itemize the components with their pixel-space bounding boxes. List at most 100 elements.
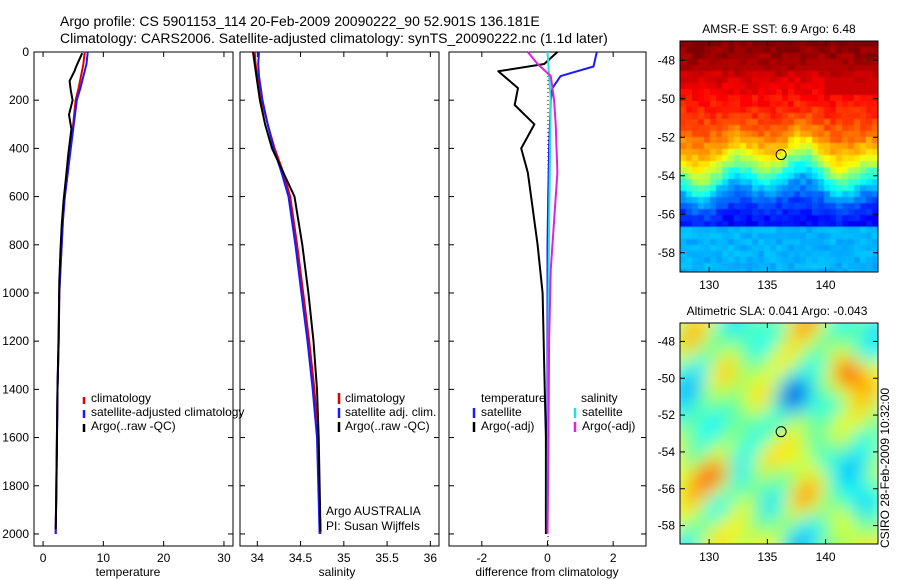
heatmap-cell: [752, 95, 759, 102]
heatmap-cell: [704, 101, 711, 108]
heatmap-cell: [752, 386, 762, 396]
heatmap-cell: [746, 101, 753, 108]
heatmap-cell: [710, 239, 717, 246]
heatmap-cell: [746, 131, 753, 138]
heatmap-cell: [824, 359, 834, 369]
heatmap-cell: [782, 191, 789, 198]
heatmap-cell: [788, 185, 795, 192]
heatmap-cell: [860, 101, 867, 108]
heatmap-cell: [776, 227, 783, 234]
heatmap-cell: [818, 233, 825, 240]
heatmap-cell: [674, 275, 681, 282]
x-tick-label: 36: [424, 551, 438, 565]
heatmap-cell: [776, 101, 783, 108]
heatmap-cell: [782, 185, 789, 192]
heatmap-cell: [830, 83, 837, 90]
heatmap-cell: [758, 71, 765, 78]
heatmap-cell: [800, 209, 807, 216]
heatmap-cell: [707, 377, 717, 387]
heatmap-cell: [800, 71, 807, 78]
heatmap-cell: [707, 350, 717, 360]
heatmap-cell: [800, 131, 807, 138]
heatmap-cell: [725, 395, 735, 405]
heatmap-cell: [770, 137, 777, 144]
heatmap-cell: [824, 467, 834, 477]
heatmap-cell: [848, 173, 855, 180]
heatmap-cell: [812, 83, 819, 90]
heatmap-cell: [806, 173, 813, 180]
heatmap-cell: [824, 386, 834, 396]
heatmap-cell: [764, 263, 771, 270]
heatmap-cell: [734, 350, 744, 360]
heatmap-cell: [770, 539, 780, 544]
heatmap-cell: [725, 422, 735, 432]
heatmap-cell: [878, 350, 888, 360]
heatmap-cell: [824, 263, 831, 270]
heatmap-cell: [776, 125, 783, 132]
heatmap-cell: [806, 377, 816, 387]
heatmap-cell: [878, 173, 885, 180]
heatmap-cell: [854, 251, 861, 258]
series-line-satellite-adjusted-climatology: [54, 51, 89, 535]
x-tick-label: 34: [251, 551, 265, 565]
heatmap-cell: [797, 350, 807, 360]
heatmap-cell: [851, 332, 861, 342]
heatmap-cell: [716, 215, 723, 222]
heatmap-cell: [740, 191, 747, 198]
heatmap-cell: [797, 323, 807, 333]
heatmap-cell: [716, 131, 723, 138]
heatmap-cell: [734, 185, 741, 192]
heatmap-cell: [686, 89, 693, 96]
depth-tick-label: 200: [9, 93, 29, 107]
heatmap-cell: [716, 494, 726, 504]
heatmap-cell: [698, 377, 708, 387]
heatmap-cell: [680, 503, 690, 513]
heatmap-cell: [806, 251, 813, 258]
heatmap-cell: [782, 89, 789, 96]
x-tick-label: 130: [699, 278, 719, 292]
heatmap-cell: [836, 269, 843, 272]
heatmap-cell: [734, 548, 744, 558]
heatmap-cell: [854, 83, 861, 90]
heatmap-cell: [842, 350, 852, 360]
heatmap-cell: [680, 530, 690, 540]
heatmap-cell: [854, 179, 861, 186]
heatmap-cell: [752, 83, 759, 90]
heatmap-cell: [812, 209, 819, 216]
heatmap-cell: [752, 377, 762, 387]
heatmap-cell: [824, 431, 834, 441]
heatmap-cell: [734, 485, 744, 495]
heatmap-cell: [833, 404, 843, 414]
heatmap-cell: [854, 263, 861, 270]
heatmap-cell: [812, 203, 819, 210]
heatmap-cell: [830, 95, 837, 102]
heatmap-cell: [824, 239, 831, 246]
heatmap-cell: [770, 149, 777, 156]
heatmap-cell: [830, 239, 837, 246]
heatmap-cell: [734, 221, 741, 228]
heatmap-cell: [686, 137, 693, 144]
heatmap-cell: [752, 233, 759, 240]
heatmap-cell: [716, 167, 723, 174]
heatmap-cell: [722, 149, 729, 156]
heatmap-cell: [878, 143, 885, 150]
heatmap-cell: [869, 413, 878, 423]
heatmap-cell: [752, 521, 762, 531]
heatmap-cell: [869, 323, 878, 324]
heatmap-cell: [761, 512, 771, 522]
heatmap-cell: [752, 41, 759, 48]
heatmap-cell: [725, 386, 735, 396]
heatmap-cell: [689, 467, 699, 477]
heatmap-cell: [710, 149, 717, 156]
heatmap-cell: [806, 494, 816, 504]
heatmap-cell: [872, 191, 878, 198]
heatmap-cell: [680, 350, 681, 360]
heatmap-cell: [698, 83, 705, 90]
heatmap-cell: [824, 113, 831, 120]
heatmap-cell: [764, 143, 771, 150]
heatmap-cell: [869, 485, 878, 495]
heatmap-cell: [770, 77, 777, 84]
heatmap-cell: [764, 257, 771, 264]
heatmap-cell: [818, 89, 825, 96]
heatmap-cell: [878, 269, 885, 276]
